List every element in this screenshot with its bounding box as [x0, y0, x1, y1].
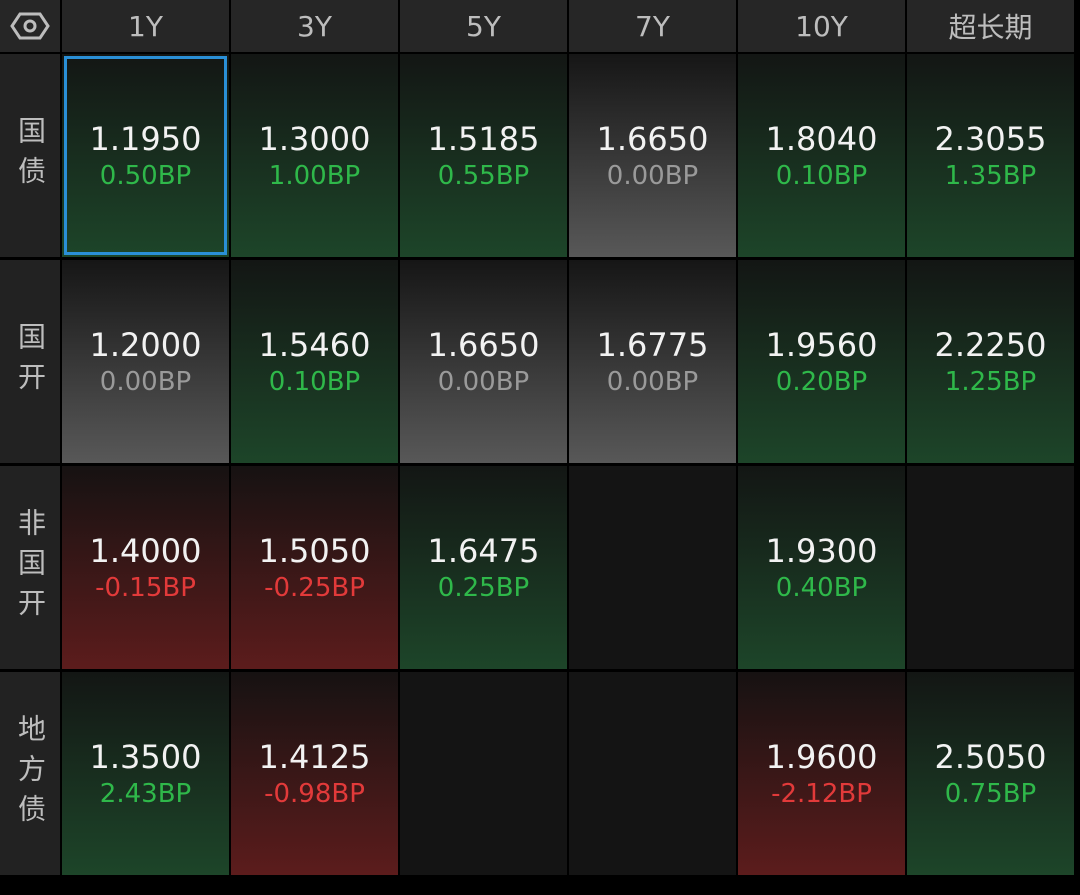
column-header[interactable]: 1Y: [62, 0, 229, 52]
row-label: 地方债: [14, 713, 47, 834]
settings-icon: [10, 12, 50, 40]
change-value: 0.50BP: [99, 160, 192, 191]
empty-cell: [569, 466, 736, 669]
quote-cell[interactable]: 2.3055 1.35BP: [907, 54, 1074, 257]
change-value: 1.00BP: [268, 160, 361, 191]
column-header[interactable]: 3Y: [231, 0, 398, 52]
change-value: -2.12BP: [771, 778, 872, 809]
quote-cell[interactable]: 1.3500 2.43BP: [62, 672, 229, 875]
yield-value: 1.8040: [765, 119, 878, 158]
quote-cell[interactable]: 1.6650 0.00BP: [400, 260, 567, 463]
row-label: 国债: [14, 115, 47, 196]
change-value: 0.40BP: [775, 572, 868, 603]
yield-value: 1.9600: [765, 737, 878, 776]
change-value: -0.25BP: [264, 572, 365, 603]
quote-cell[interactable]: 1.5460 0.10BP: [231, 260, 398, 463]
yield-value: 1.3500: [89, 737, 202, 776]
yield-value: 2.5050: [934, 737, 1047, 776]
row-header[interactable]: 非国开: [0, 466, 60, 669]
yield-value: 1.6775: [596, 325, 709, 364]
row-header[interactable]: 国开: [0, 260, 60, 463]
quote-cell[interactable]: 1.9600 -2.12BP: [738, 672, 905, 875]
empty-cell: [569, 672, 736, 875]
yield-value: 1.9300: [765, 531, 878, 570]
change-value: 0.10BP: [268, 366, 361, 397]
quote-cell[interactable]: 1.5050 -0.25BP: [231, 466, 398, 669]
quote-cell[interactable]: 1.4125 -0.98BP: [231, 672, 398, 875]
quote-cell[interactable]: 1.8040 0.10BP: [738, 54, 905, 257]
yield-value: 1.3000: [258, 119, 371, 158]
quote-cell[interactable]: 1.2000 0.00BP: [62, 260, 229, 463]
quote-cell[interactable]: 1.4000 -0.15BP: [62, 466, 229, 669]
change-value: 0.25BP: [437, 572, 530, 603]
yield-value: 1.6650: [427, 325, 540, 364]
quote-cell[interactable]: 1.5185 0.55BP: [400, 54, 567, 257]
quote-cell[interactable]: 1.3000 1.00BP: [231, 54, 398, 257]
yield-value: 2.3055: [934, 119, 1047, 158]
column-header[interactable]: 7Y: [569, 0, 736, 52]
row-label: 非国开: [14, 507, 47, 628]
yield-value: 1.4000: [89, 531, 202, 570]
column-header[interactable]: 10Y: [738, 0, 905, 52]
settings-button[interactable]: [0, 0, 60, 52]
change-value: 0.00BP: [606, 366, 699, 397]
change-value: 0.20BP: [775, 366, 868, 397]
column-header[interactable]: 5Y: [400, 0, 567, 52]
column-header[interactable]: 超长期: [907, 0, 1074, 52]
yield-value: 2.2250: [934, 325, 1047, 364]
quote-cell[interactable]: 1.9560 0.20BP: [738, 260, 905, 463]
row-label: 国开: [14, 321, 47, 402]
change-value: 0.55BP: [437, 160, 530, 191]
quote-cell[interactable]: 1.9300 0.40BP: [738, 466, 905, 669]
yield-value: 1.5185: [427, 119, 540, 158]
change-value: 2.43BP: [99, 778, 192, 809]
quote-cell[interactable]: 2.2250 1.25BP: [907, 260, 1074, 463]
quote-cell[interactable]: 1.1950 0.50BP: [62, 54, 229, 257]
row-header[interactable]: 国债: [0, 54, 60, 257]
change-value: -0.15BP: [95, 572, 196, 603]
yield-value: 1.6650: [596, 119, 709, 158]
quote-cell[interactable]: 1.6475 0.25BP: [400, 466, 567, 669]
change-value: 0.10BP: [775, 160, 868, 191]
row-header[interactable]: 地方债: [0, 672, 60, 875]
yield-value: 1.1950: [89, 119, 202, 158]
change-value: 0.00BP: [606, 160, 699, 191]
quote-cell[interactable]: 1.6650 0.00BP: [569, 54, 736, 257]
empty-cell: [907, 466, 1074, 669]
quote-cell[interactable]: 2.5050 0.75BP: [907, 672, 1074, 875]
change-value: -0.98BP: [264, 778, 365, 809]
quote-cell[interactable]: 1.6775 0.00BP: [569, 260, 736, 463]
change-value: 1.25BP: [944, 366, 1037, 397]
yield-value: 1.2000: [89, 325, 202, 364]
empty-cell: [400, 672, 567, 875]
yield-value: 1.9560: [765, 325, 878, 364]
change-value: 0.00BP: [437, 366, 530, 397]
yield-value: 1.4125: [258, 737, 371, 776]
change-value: 1.35BP: [944, 160, 1037, 191]
yield-value: 1.6475: [427, 531, 540, 570]
change-value: 0.00BP: [99, 366, 192, 397]
change-value: 0.75BP: [944, 778, 1037, 809]
yield-value: 1.5460: [258, 325, 371, 364]
yield-value: 1.5050: [258, 531, 371, 570]
